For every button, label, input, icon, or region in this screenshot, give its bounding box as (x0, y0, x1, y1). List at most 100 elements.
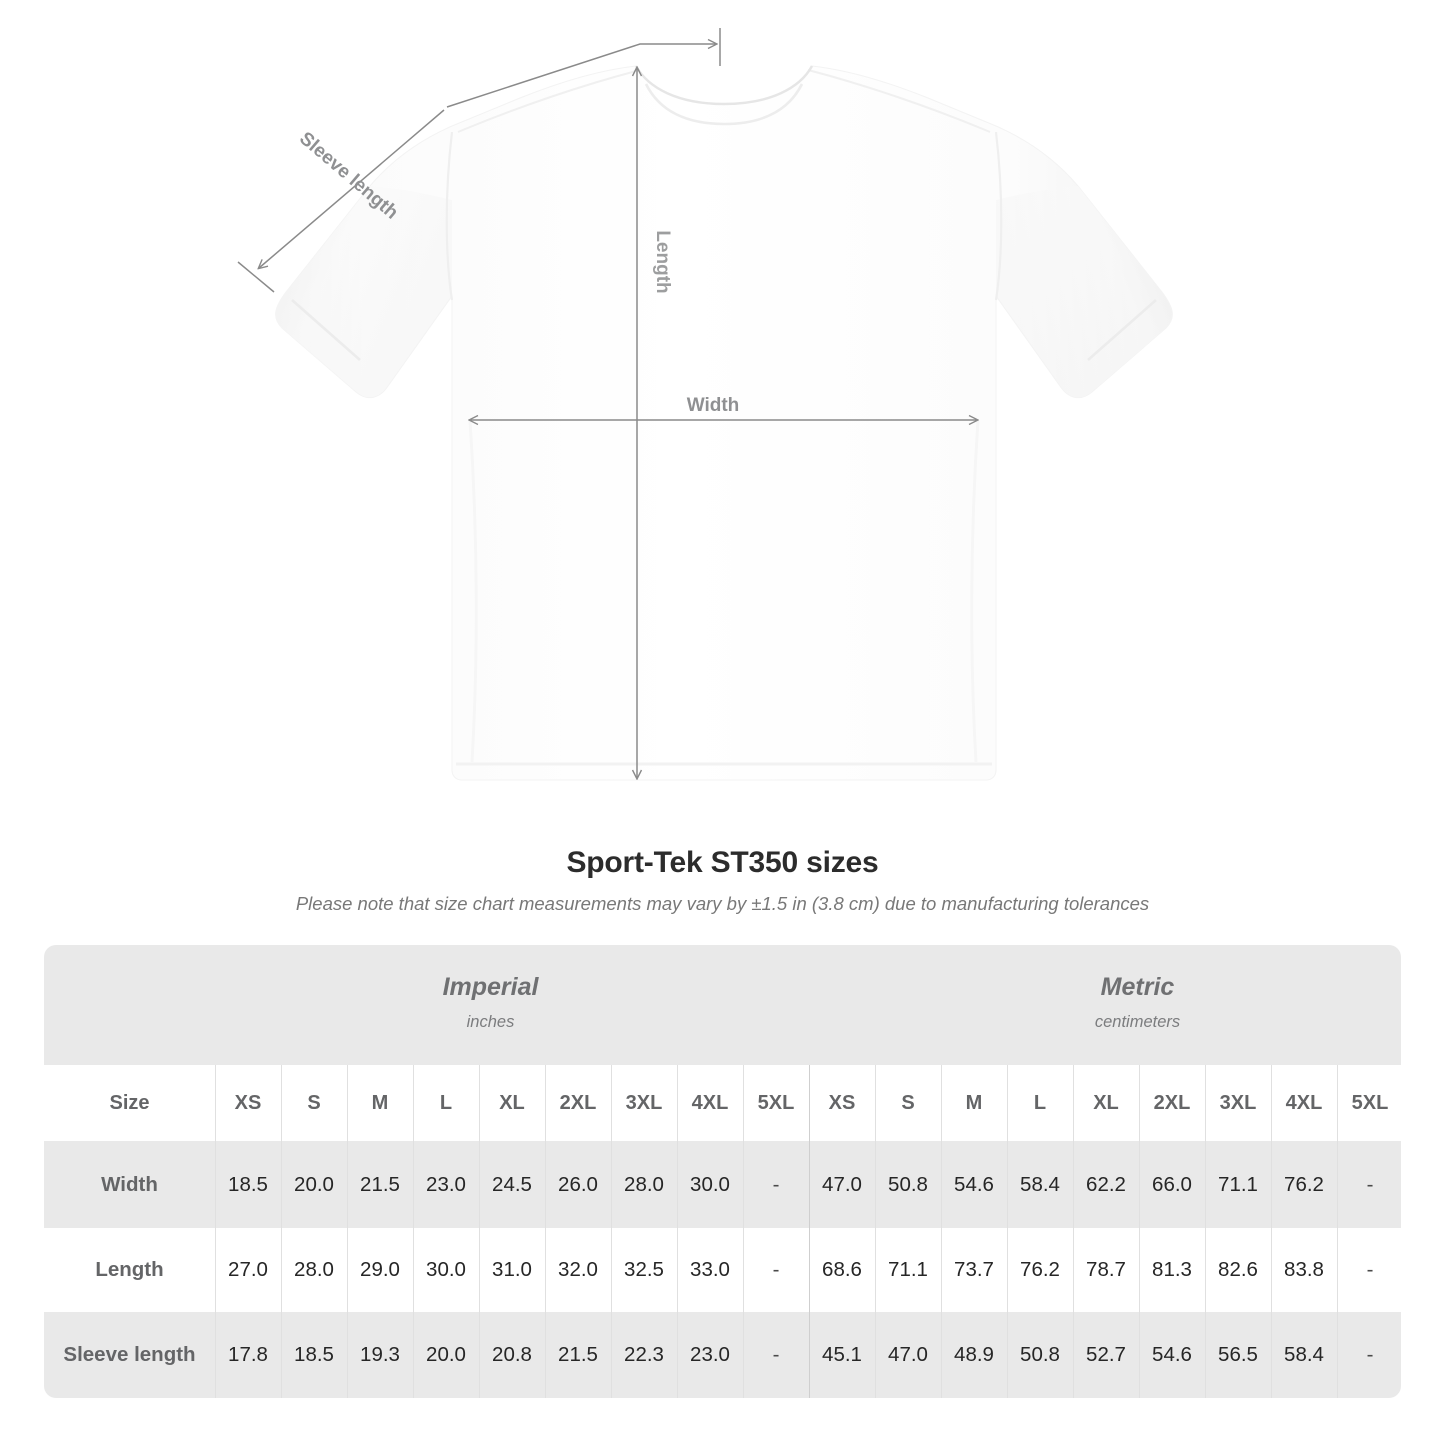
column-divider (479, 1065, 480, 1398)
table-grid: Size XS S M L XL 2XL 3XL 4XL 5XL XS S M L XL 2XL 3XL 4XL 5… (44, 1065, 1401, 1398)
cell-width-metric-2xl: 66.0 (1152, 1172, 1192, 1196)
tolerance-note: Please note that size chart measurements… (295, 893, 1150, 914)
cell-width-metric-3xl: 71.1 (1218, 1172, 1258, 1196)
column-divider (809, 1065, 810, 1398)
cell-sleeve-length-imperial-m: 19.3 (360, 1343, 400, 1366)
cell-width-metric-xl: 62.2 (1086, 1172, 1126, 1196)
column-divider (545, 1065, 546, 1398)
cell-length-imperial-4xl: 33.0 (690, 1258, 730, 1281)
column-divider (1139, 1065, 1140, 1398)
sleeve-hem-right (1087, 299, 1157, 361)
column-divider (347, 1065, 348, 1398)
cell-length-metric-s: 71.1 (888, 1258, 928, 1281)
cell-width-metric-m: 54.6 (954, 1172, 994, 1196)
cell-length-metric-xs: 68.6 (822, 1258, 862, 1281)
cell-length-metric-5xl: - (1366, 1258, 1374, 1281)
size-chart-table: Imperial inches Metric centimeters Size X… (44, 945, 1401, 1398)
cell-width-imperial-xs: 18.5 (228, 1172, 268, 1196)
cell-width-imperial-3xl: 28.0 (624, 1172, 664, 1196)
cell-sleeve-length-metric-4xl: 58.4 (1284, 1343, 1324, 1366)
table-cells: Size XS S M L XL 2XL 3XL 4XL 5XL XS S M L XL 2XL 3XL 4XL 5… (44, 1065, 1401, 1398)
unit-sub-metric: centimeters (1094, 1013, 1181, 1031)
cell-width-imperial-2xl: 26.0 (558, 1172, 598, 1196)
unit-name-metric: Metric (1100, 973, 1175, 1001)
width-label: Width (687, 395, 740, 416)
length-label: Length (652, 230, 673, 293)
sleeve-length-arrow (259, 109, 445, 268)
cell-length-imperial-m: 29.0 (360, 1258, 400, 1281)
size-header-imperial-s: S (307, 1092, 321, 1114)
size-header-metric-s: S (901, 1092, 915, 1114)
unit-sub-imperial: inches (466, 1013, 515, 1031)
cell-length-imperial-s: 28.0 (294, 1258, 334, 1281)
sleeve-length-end-tick (237, 261, 275, 293)
cell-length-metric-3xl: 82.6 (1218, 1258, 1258, 1281)
cell-length-metric-2xl: 81.3 (1152, 1258, 1192, 1281)
title-block: Sport-Tek ST350 sizes Please note that s… (0, 846, 1445, 916)
shoulder-seam-right (807, 69, 991, 133)
column-divider (281, 1065, 282, 1398)
size-header-imperial-5xl: 5XL (757, 1092, 795, 1114)
shoulder-leader-line (446, 44, 716, 108)
cell-width-imperial-m: 21.5 (360, 1172, 400, 1196)
tshirt-body-shape (275, 65, 1173, 781)
size-header-metric-xl: XL (1093, 1092, 1119, 1114)
sleeve-left-shading (275, 186, 452, 398)
column-divider (677, 1065, 678, 1398)
table-row-sleeve-length (44, 1312, 1401, 1398)
cell-width-imperial-5xl: - (772, 1172, 780, 1196)
cell-sleeve-length-metric-xl: 52.7 (1086, 1343, 1126, 1366)
armhole-seam-left (445, 131, 454, 301)
collar-inner (644, 83, 804, 126)
row-label-width: Width (101, 1172, 158, 1196)
body-fold-left (468, 419, 478, 763)
cell-length-metric-4xl: 83.8 (1284, 1258, 1324, 1281)
cell-sleeve-length-metric-2xl: 54.6 (1152, 1343, 1192, 1366)
cell-sleeve-length-metric-xs: 45.1 (822, 1343, 862, 1366)
cell-length-imperial-xs: 27.0 (228, 1258, 268, 1281)
unit-group-imperial: Imperial inches (215, 973, 766, 1032)
cell-sleeve-length-imperial-2xl: 21.5 (558, 1343, 598, 1366)
sleeve-hem-left (291, 299, 361, 361)
cell-length-imperial-5xl: - (772, 1258, 780, 1281)
column-divider (743, 1065, 744, 1398)
cell-width-imperial-xl: 24.5 (492, 1172, 532, 1196)
column-divider (611, 1065, 612, 1398)
column-divider (1073, 1065, 1074, 1398)
cell-width-imperial-s: 20.0 (294, 1172, 334, 1196)
page-title: Sport-Tek ST350 sizes (566, 846, 879, 879)
cell-width-metric-s: 50.8 (888, 1172, 928, 1196)
cell-length-metric-m: 73.7 (954, 1258, 994, 1281)
cell-sleeve-length-metric-s: 47.0 (888, 1343, 928, 1366)
size-header-metric-2xl: 2XL (1153, 1092, 1191, 1114)
cell-length-imperial-xl: 31.0 (492, 1258, 532, 1281)
cell-sleeve-length-metric-m: 48.9 (954, 1343, 994, 1366)
size-column-header: Size (109, 1092, 150, 1114)
size-header-imperial-xl: XL (499, 1092, 525, 1114)
column-divider (1271, 1065, 1272, 1398)
cell-sleeve-length-imperial-4xl: 23.0 (690, 1343, 730, 1366)
size-header-metric-3xl: 3XL (1219, 1092, 1257, 1114)
cell-length-imperial-l: 30.0 (426, 1258, 466, 1281)
tshirt-illustration: Sleeve length Length Width (237, 28, 1173, 781)
unit-name-imperial: Imperial (442, 973, 539, 1001)
cell-width-metric-xs: 47.0 (822, 1172, 862, 1196)
size-header-imperial-xs: XS (234, 1092, 262, 1114)
column-divider (875, 1065, 876, 1398)
cell-sleeve-length-metric-3xl: 56.5 (1218, 1343, 1258, 1366)
cell-sleeve-length-metric-5xl: - (1366, 1343, 1374, 1366)
cell-width-imperial-l: 23.0 (426, 1172, 466, 1196)
armhole-seam-right (994, 131, 1003, 301)
size-header-imperial-4xl: 4XL (691, 1092, 729, 1114)
unit-group-metric: Metric centimeters (808, 973, 1445, 1032)
cell-length-imperial-3xl: 32.5 (624, 1258, 664, 1281)
unit-system-band: Imperial inches Metric centimeters (44, 945, 1401, 1065)
cell-sleeve-length-imperial-xs: 17.8 (228, 1343, 268, 1366)
size-header-imperial-l: L (439, 1092, 453, 1114)
column-divider (941, 1065, 942, 1398)
cell-width-metric-4xl: 76.2 (1284, 1172, 1324, 1196)
table-row-width (44, 1141, 1401, 1228)
cell-width-metric-5xl: - (1366, 1172, 1374, 1196)
row-label-sleeve-length: Sleeve length (63, 1343, 196, 1366)
